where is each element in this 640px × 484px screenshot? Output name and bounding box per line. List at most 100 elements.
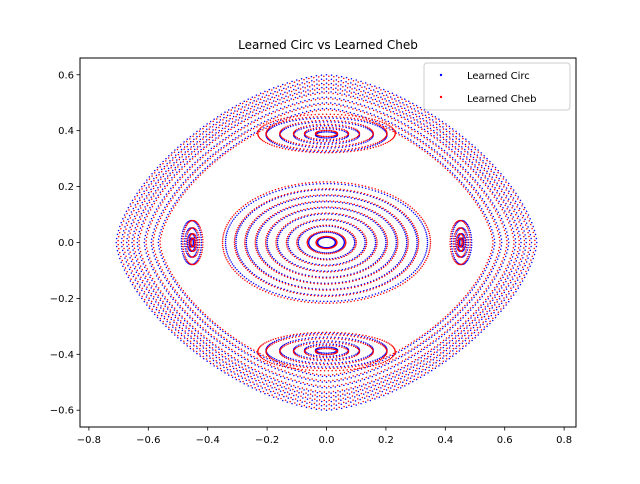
data-point bbox=[146, 181, 148, 184]
data-point bbox=[263, 127, 265, 129]
data-point bbox=[403, 231, 406, 233]
data-point bbox=[279, 384, 282, 386]
data-point bbox=[325, 396, 328, 399]
data-point bbox=[283, 146, 285, 148]
data-point bbox=[232, 365, 234, 368]
data-point bbox=[516, 265, 519, 268]
data-point bbox=[366, 395, 368, 397]
data-point bbox=[349, 259, 351, 262]
data-point bbox=[470, 166, 472, 168]
data-point bbox=[452, 133, 454, 135]
data-point bbox=[500, 265, 503, 268]
data-point bbox=[186, 169, 189, 171]
data-point bbox=[187, 246, 189, 249]
data-point bbox=[465, 253, 467, 255]
data-point bbox=[377, 292, 380, 294]
data-point bbox=[368, 87, 370, 90]
data-point bbox=[132, 281, 134, 284]
data-point bbox=[294, 137, 297, 139]
data-point bbox=[293, 136, 296, 138]
data-point bbox=[157, 194, 159, 196]
data-point bbox=[357, 143, 360, 146]
data-point bbox=[308, 384, 310, 387]
data-point bbox=[273, 257, 275, 260]
data-point bbox=[141, 281, 143, 284]
data-point bbox=[387, 120, 390, 123]
data-point bbox=[257, 365, 260, 368]
data-point bbox=[477, 309, 480, 311]
data-point bbox=[482, 323, 484, 326]
data-point bbox=[293, 374, 295, 377]
data-point bbox=[397, 377, 400, 380]
data-point bbox=[117, 235, 120, 238]
data-point bbox=[397, 351, 400, 353]
data-point bbox=[432, 342, 434, 344]
data-point bbox=[413, 348, 415, 350]
data-point bbox=[373, 114, 375, 116]
data-point bbox=[288, 393, 291, 395]
data-point bbox=[421, 146, 423, 149]
data-point bbox=[153, 303, 155, 306]
data-point bbox=[470, 148, 473, 151]
data-point bbox=[176, 311, 178, 314]
data-point bbox=[255, 263, 257, 266]
data-point bbox=[368, 365, 370, 368]
data-point bbox=[300, 355, 303, 357]
data-point bbox=[353, 139, 355, 141]
data-point bbox=[394, 276, 396, 278]
data-point bbox=[436, 128, 438, 131]
data-point bbox=[278, 338, 280, 341]
data-point bbox=[178, 168, 181, 171]
data-point bbox=[235, 136, 237, 139]
data-point bbox=[321, 107, 324, 110]
data-point bbox=[303, 342, 305, 345]
data-point bbox=[315, 263, 317, 265]
data-point bbox=[188, 153, 190, 156]
data-point bbox=[249, 213, 252, 215]
data-point bbox=[405, 243, 408, 246]
data-point bbox=[449, 350, 451, 352]
data-point bbox=[196, 135, 198, 138]
data-point bbox=[170, 164, 173, 167]
data-point bbox=[196, 337, 199, 339]
data-point bbox=[128, 247, 131, 250]
data-point bbox=[379, 255, 382, 258]
data-point bbox=[491, 176, 494, 178]
data-point bbox=[289, 389, 292, 391]
data-point bbox=[337, 300, 339, 302]
data-point bbox=[497, 311, 500, 313]
data-point bbox=[325, 207, 328, 209]
data-point bbox=[245, 239, 248, 242]
data-point bbox=[402, 102, 404, 104]
data-point bbox=[242, 115, 244, 117]
data-point bbox=[410, 350, 412, 352]
data-point bbox=[298, 149, 301, 151]
data-point bbox=[257, 124, 259, 126]
data-point bbox=[290, 115, 293, 117]
data-point bbox=[248, 113, 250, 115]
data-point bbox=[351, 123, 354, 125]
data-point bbox=[191, 319, 194, 321]
data-point bbox=[459, 327, 462, 329]
data-point bbox=[371, 390, 374, 392]
data-point bbox=[459, 156, 462, 158]
data-point bbox=[279, 251, 282, 254]
data-point bbox=[208, 344, 211, 347]
data-point bbox=[140, 270, 143, 273]
data-point bbox=[243, 383, 245, 385]
data-point bbox=[157, 238, 160, 241]
data-point bbox=[335, 75, 338, 77]
data-point bbox=[193, 339, 195, 342]
data-point bbox=[392, 286, 394, 288]
data-point bbox=[298, 118, 301, 121]
data-point bbox=[395, 389, 398, 391]
data-point bbox=[392, 110, 395, 113]
data-point bbox=[507, 285, 510, 287]
data-point bbox=[199, 342, 201, 345]
data-point bbox=[241, 139, 244, 141]
data-point bbox=[516, 277, 518, 279]
data-point bbox=[153, 305, 155, 308]
data-point bbox=[287, 104, 290, 107]
data-point bbox=[304, 99, 306, 102]
data-point bbox=[225, 249, 228, 251]
